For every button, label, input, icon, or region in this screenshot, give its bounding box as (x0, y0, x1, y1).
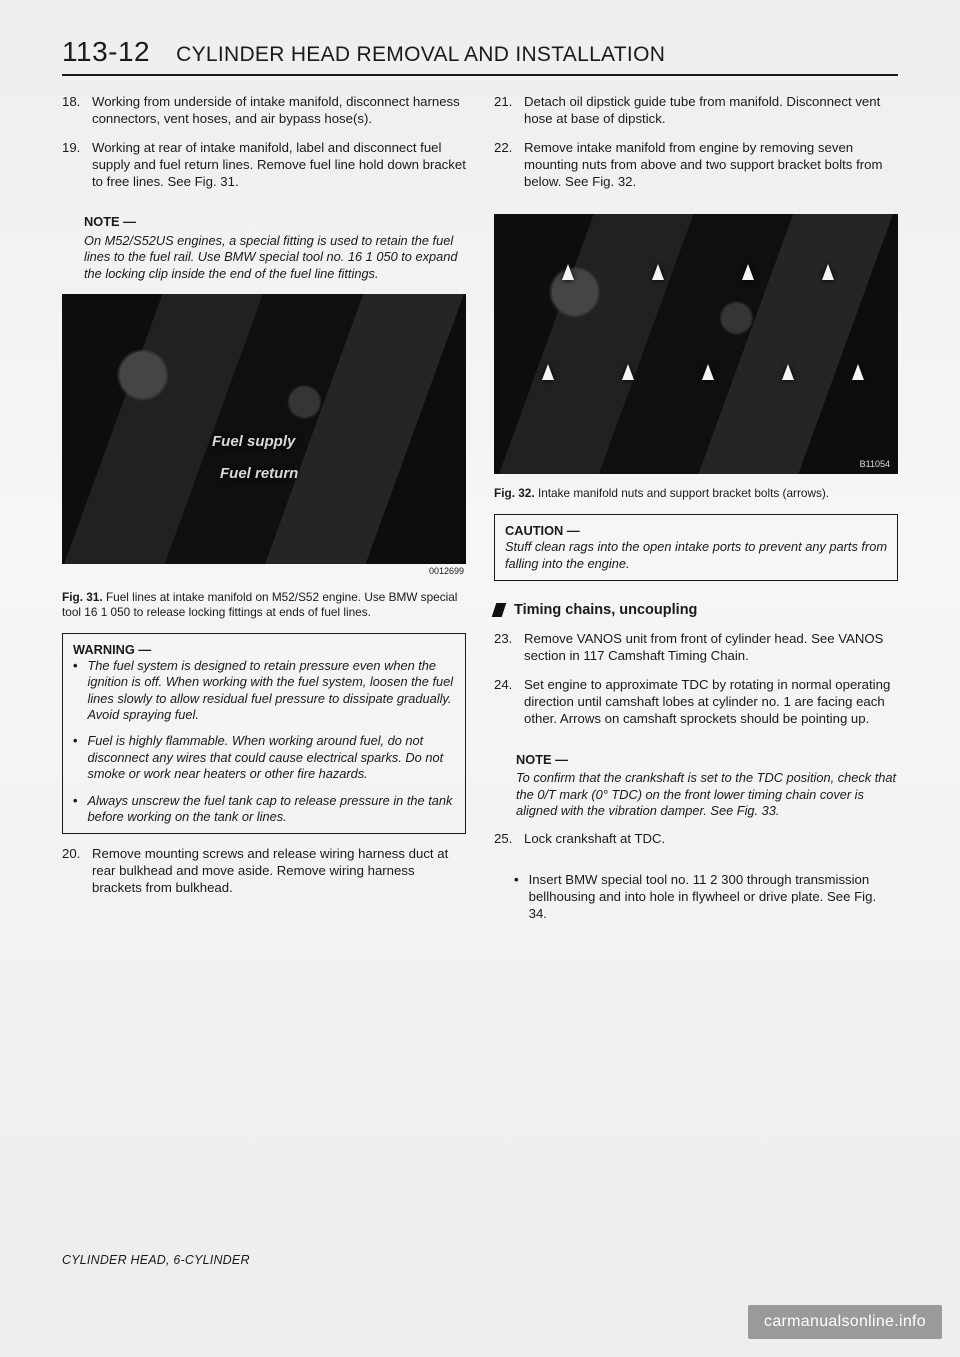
warning-list: The fuel system is designed to retain pr… (73, 658, 455, 825)
step-22: 22. Remove intake manifold from engine b… (494, 140, 898, 191)
step-number: 20. (62, 846, 84, 897)
arrow-icon (652, 264, 664, 280)
warning-block: WARNING — The fuel system is designed to… (62, 633, 466, 835)
page-footer: CYLINDER HEAD, 6-CYLINDER (62, 1253, 250, 1267)
bullet-icon (73, 733, 81, 782)
arrow-icon (542, 364, 554, 380)
warning-text: The fuel system is designed to retain pr… (87, 658, 455, 724)
page-title: CYLINDER HEAD REMOVAL AND INSTALLATION (176, 43, 665, 67)
section-marker-icon (492, 603, 507, 617)
step-text: Detach oil dipstick guide tube from mani… (524, 94, 898, 128)
watermark: carmanualsonline.info (748, 1305, 942, 1339)
warning-item: Always unscrew the fuel tank cap to rele… (73, 793, 455, 826)
right-steps: 21. Detach oil dipstick guide tube from … (494, 94, 898, 202)
bullet-icon (73, 658, 81, 724)
caution-body: Stuff clean rags into the open intake po… (505, 539, 887, 570)
figure-31-image: Fuel supply Fuel return (62, 294, 466, 564)
fuel-return-label: Fuel return (220, 464, 298, 483)
warning-lead: WARNING — (73, 642, 455, 658)
step-25: 25. Lock crankshaft at TDC. (494, 831, 898, 848)
step-18: 18. Working from underside of intake man… (62, 94, 466, 128)
arrow-icon (822, 264, 834, 280)
right-steps-2: 23. Remove VANOS unit from front of cyli… (494, 631, 898, 739)
figure-31-caption: Fig. 31. Fuel lines at intake manifold o… (62, 590, 466, 621)
step-text: Remove VANOS unit from front of cylinder… (524, 631, 898, 665)
step-number: 22. (494, 140, 516, 191)
left-steps-continued: 20. Remove mounting screws and release w… (62, 846, 466, 909)
step-24: 24. Set engine to approximate TDC by rot… (494, 677, 898, 728)
content-columns: 18. Working from underside of intake man… (62, 94, 898, 923)
note-block-2: NOTE — To confirm that the crankshaft is… (494, 752, 898, 820)
page-number: 113-12 (62, 36, 150, 68)
note-lead: NOTE — (516, 752, 898, 768)
figure-32-image: B11054 (494, 214, 898, 474)
figure-31-lead: Fig. 31. (62, 590, 103, 604)
manual-page: 113-12 CYLINDER HEAD REMOVAL AND INSTALL… (0, 0, 960, 1357)
caution-block: CAUTION — Stuff clean rags into the open… (494, 514, 898, 581)
figure-31-code: 0012699 (429, 566, 464, 578)
step-number: 23. (494, 631, 516, 665)
step-number: 18. (62, 94, 84, 128)
engine-photo-bg (62, 294, 466, 564)
figure-31-container: Fuel supply Fuel return 0012699 (62, 294, 466, 564)
caution-lead: CAUTION — (505, 523, 580, 538)
note-lead: NOTE — (84, 214, 466, 230)
figure-32-lead: Fig. 32. (494, 486, 535, 500)
fuel-supply-label: Fuel supply (212, 432, 295, 451)
warning-text: Fuel is highly flammable. When working a… (87, 733, 455, 782)
step-text: Working at rear of intake manifold, labe… (92, 140, 466, 191)
arrow-icon (742, 264, 754, 280)
step-19: 19. Working at rear of intake manifold, … (62, 140, 466, 191)
warning-text: Always unscrew the fuel tank cap to rele… (87, 793, 455, 826)
left-column: 18. Working from underside of intake man… (62, 94, 466, 923)
figure-32-code: B11054 (860, 459, 890, 471)
note-body: On M52/S52US engines, a special fitting … (84, 233, 457, 281)
step-25-substep: Insert BMW special tool no. 11 2 300 thr… (514, 872, 898, 923)
step-text: Working from underside of intake manifol… (92, 94, 466, 128)
step-number: 19. (62, 140, 84, 191)
step-text: Remove intake manifold from engine by re… (524, 140, 898, 191)
arrow-icon (782, 364, 794, 380)
note-block-1: NOTE — On M52/S52US engines, a special f… (62, 214, 466, 282)
figure-31-caption-text: Fuel lines at intake manifold on M52/S52… (62, 590, 457, 619)
right-column: 21. Detach oil dipstick guide tube from … (494, 94, 898, 923)
warning-item: Fuel is highly flammable. When working a… (73, 733, 455, 782)
right-steps-3: 25. Lock crankshaft at TDC. (494, 831, 898, 860)
step-number: 24. (494, 677, 516, 728)
warning-item: The fuel system is designed to retain pr… (73, 658, 455, 724)
arrow-icon (852, 364, 864, 380)
arrow-icon (702, 364, 714, 380)
step-text: Lock crankshaft at TDC. (524, 831, 665, 848)
step-text: Remove mounting screws and release wirin… (92, 846, 466, 897)
figure-32-caption-text: Intake manifold nuts and support bracket… (538, 486, 829, 500)
left-steps: 18. Working from underside of intake man… (62, 94, 466, 202)
section-heading: Timing chains, uncoupling (494, 601, 898, 620)
step-21: 21. Detach oil dipstick guide tube from … (494, 94, 898, 128)
bullet-icon (514, 872, 523, 923)
arrow-icon (622, 364, 634, 380)
page-header: 113-12 CYLINDER HEAD REMOVAL AND INSTALL… (62, 36, 898, 76)
step-20: 20. Remove mounting screws and release w… (62, 846, 466, 897)
arrow-icon (562, 264, 574, 280)
step-number: 25. (494, 831, 516, 848)
step-23: 23. Remove VANOS unit from front of cyli… (494, 631, 898, 665)
engine-photo-bg (494, 214, 898, 474)
substep-text: Insert BMW special tool no. 11 2 300 thr… (529, 872, 898, 923)
step-number: 21. (494, 94, 516, 128)
section-title: Timing chains, uncoupling (514, 601, 697, 620)
step-text: Set engine to approximate TDC by rotatin… (524, 677, 898, 728)
bullet-icon (73, 793, 81, 826)
figure-32-caption: Fig. 32. Intake manifold nuts and suppor… (494, 486, 898, 501)
note-body: To confirm that the crankshaft is set to… (516, 770, 896, 818)
